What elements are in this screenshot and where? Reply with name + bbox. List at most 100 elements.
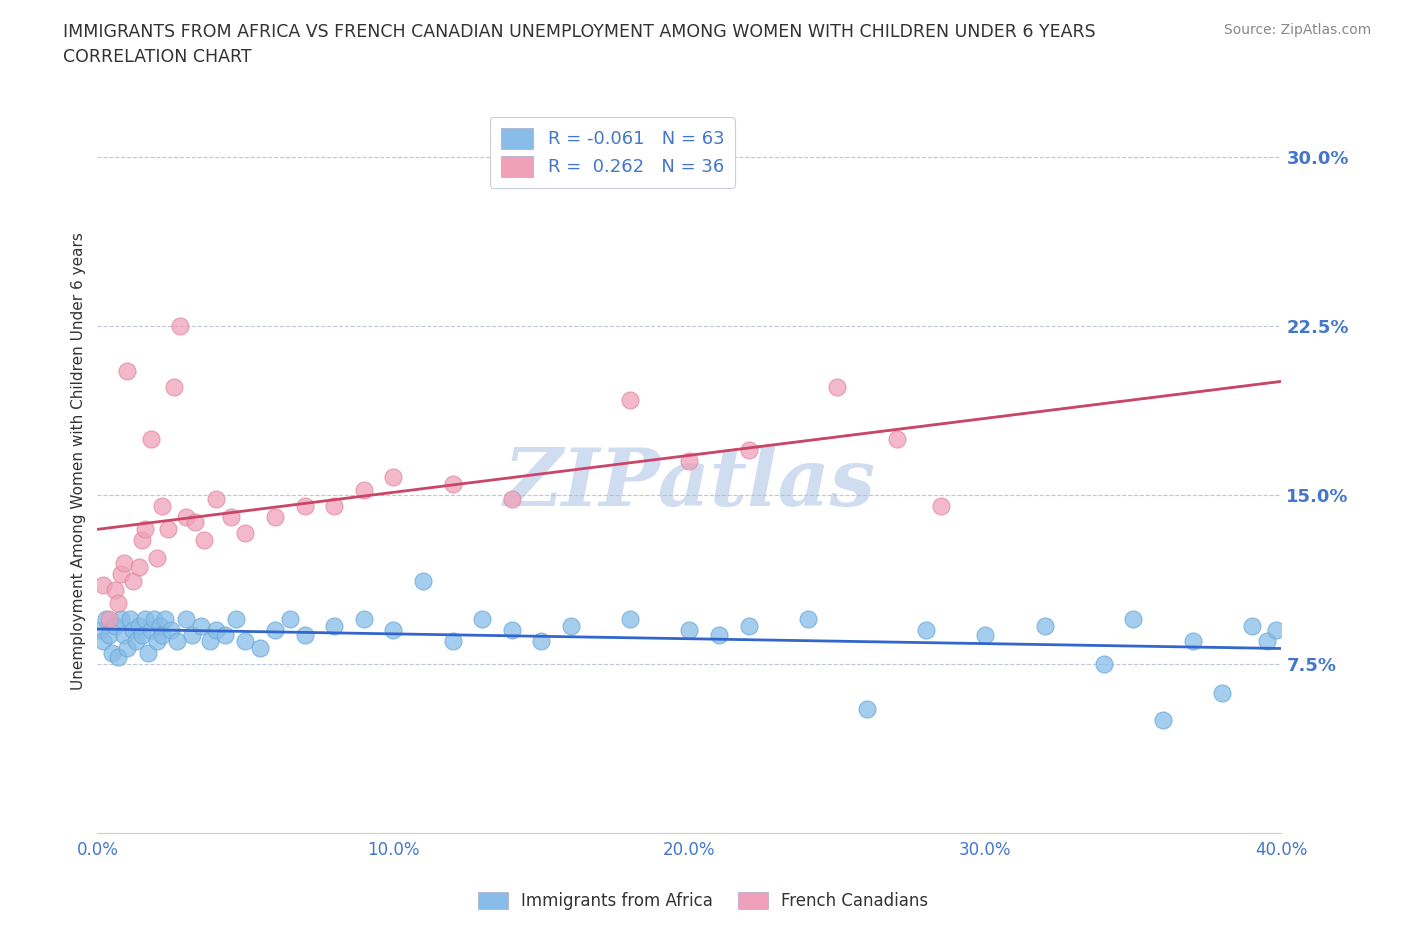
Point (214, 627, 236, 642)
Point (115, 641, 138, 656)
Point (112, 555, 135, 570)
Point (96, 611, 118, 626)
Point (737, 443, 759, 458)
Point (737, 618, 759, 633)
Point (110, 611, 132, 626)
Point (198, 634, 221, 649)
Point (155, 611, 177, 626)
Point (353, 611, 375, 626)
Point (886, 432, 908, 446)
Point (707, 627, 730, 642)
Point (1181, 634, 1204, 649)
Point (1092, 657, 1115, 671)
Point (323, 618, 346, 633)
Point (619, 611, 641, 626)
Point (530, 634, 553, 649)
Point (160, 623, 183, 638)
Text: CORRELATION CHART: CORRELATION CHART (63, 48, 252, 66)
Point (131, 627, 153, 642)
Point (264, 510, 287, 525)
Point (929, 498, 952, 513)
Point (115, 364, 138, 379)
Point (278, 611, 301, 626)
Point (915, 623, 938, 638)
Y-axis label: Unemployment Among Women with Children Under 6 years: Unemployment Among Women with Children U… (72, 232, 86, 690)
Point (166, 634, 188, 649)
Point (169, 318, 191, 333)
Point (1152, 712, 1174, 727)
Point (174, 611, 197, 626)
Point (441, 634, 464, 649)
Point (249, 641, 271, 656)
Point (323, 498, 346, 513)
Point (1122, 611, 1144, 626)
Point (1264, 623, 1286, 638)
Point (134, 522, 156, 537)
Point (89, 623, 111, 638)
Point (142, 611, 165, 626)
Point (678, 623, 700, 638)
Point (193, 533, 215, 548)
Legend: R = -0.061   N = 63, R =  0.262   N = 36: R = -0.061 N = 63, R = 0.262 N = 36 (489, 117, 735, 188)
Point (110, 566, 132, 581)
Point (134, 611, 156, 626)
Text: ZIPatlas: ZIPatlas (503, 445, 876, 522)
Point (184, 514, 207, 529)
Point (225, 611, 247, 626)
Point (827, 379, 849, 394)
Point (560, 618, 582, 633)
Text: IMMIGRANTS FROM AFRICA VS FRENCH CANADIAN UNEMPLOYMENT AMONG WOMEN WITH CHILDREN: IMMIGRANTS FROM AFRICA VS FRENCH CANADIA… (63, 23, 1095, 41)
Point (107, 595, 129, 610)
Point (174, 510, 197, 525)
Point (471, 611, 494, 626)
Point (122, 573, 145, 588)
Point (797, 611, 820, 626)
Point (1211, 685, 1233, 700)
Point (98, 627, 121, 642)
Point (139, 623, 162, 638)
Point (128, 560, 150, 575)
Point (152, 627, 174, 642)
Point (219, 510, 242, 525)
Point (131, 533, 153, 548)
Point (139, 432, 162, 446)
Point (1033, 618, 1056, 633)
Point (235, 525, 257, 540)
Text: Source: ZipAtlas.com: Source: ZipAtlas.com (1223, 23, 1371, 37)
Point (190, 618, 212, 633)
Point (148, 618, 170, 633)
Point (382, 470, 405, 485)
Point (122, 623, 145, 638)
Point (204, 623, 226, 638)
Point (107, 650, 129, 665)
Point (353, 483, 375, 498)
Point (1240, 618, 1263, 633)
Point (441, 476, 464, 491)
Point (101, 645, 124, 660)
Point (294, 498, 316, 513)
Point (501, 492, 523, 507)
Point (136, 645, 159, 660)
Point (1256, 634, 1278, 649)
Point (678, 454, 700, 469)
Point (91, 578, 114, 592)
Point (91, 634, 114, 649)
Point (104, 618, 127, 633)
Point (98, 611, 121, 626)
Point (382, 623, 405, 638)
Point (152, 498, 174, 513)
Point (294, 627, 316, 642)
Point (163, 379, 186, 394)
Point (264, 623, 287, 638)
Point (145, 551, 167, 565)
Point (125, 634, 148, 649)
Point (118, 611, 141, 626)
Point (204, 492, 226, 507)
Point (856, 701, 879, 716)
Point (128, 618, 150, 633)
Point (619, 392, 641, 407)
Point (104, 582, 127, 597)
Point (235, 634, 257, 649)
Point (974, 627, 997, 642)
Point (145, 634, 167, 649)
